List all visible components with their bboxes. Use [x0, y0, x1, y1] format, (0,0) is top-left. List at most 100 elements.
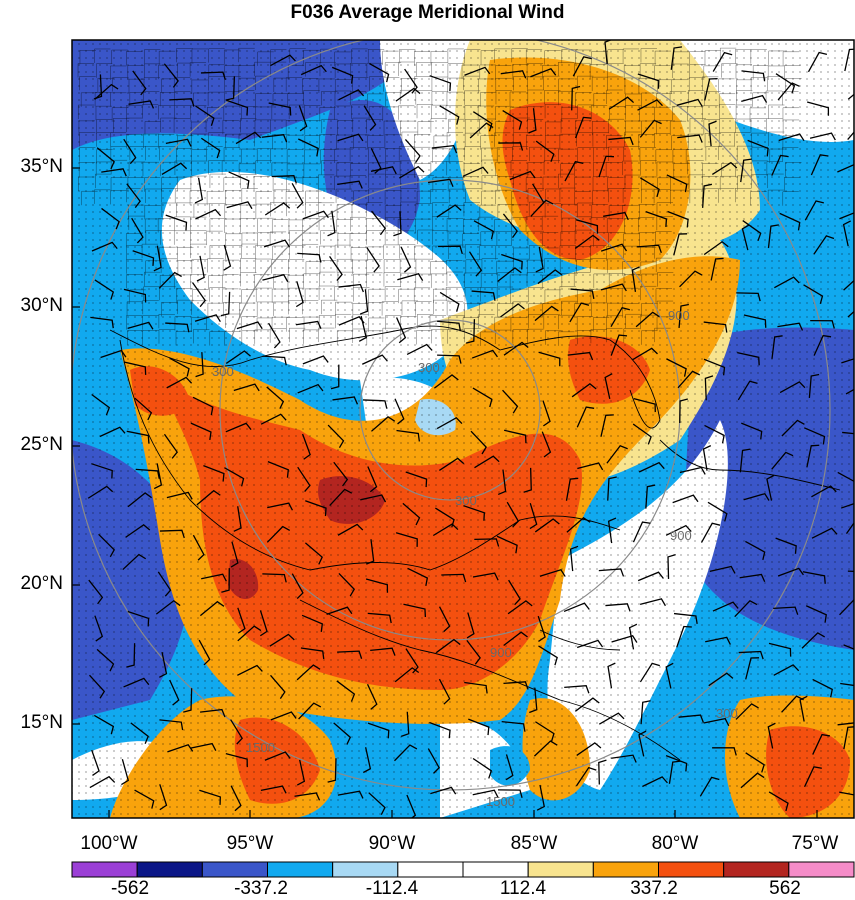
- county-line: [447, 77, 464, 93]
- county-line: [318, 315, 336, 330]
- wind-barb: [358, 315, 367, 342]
- county-line: [224, 91, 241, 106]
- county-line: [238, 65, 255, 80]
- county-line: [735, 118, 752, 134]
- county-line: [542, 232, 559, 247]
- county-line: [465, 259, 482, 274]
- county-line: [702, 105, 719, 120]
- county-line: [208, 76, 225, 91]
- county-line: [209, 245, 226, 260]
- county-line: [368, 288, 385, 304]
- wind-barb: [96, 147, 115, 170]
- county-line: [575, 216, 592, 231]
- wind-barb: [474, 455, 500, 469]
- county-line: [639, 246, 657, 262]
- county-line: [593, 147, 610, 162]
- county-line: [126, 188, 143, 203]
- wind-barb: [600, 283, 627, 292]
- county-line: [415, 90, 432, 105]
- county-line: [704, 50, 721, 65]
- county-line: [77, 63, 95, 78]
- county-line: [766, 161, 783, 176]
- county-line: [224, 218, 241, 233]
- county-line: [399, 49, 416, 64]
- wind-barb: [435, 638, 461, 654]
- county-line: [495, 77, 512, 93]
- county-line: [592, 132, 609, 147]
- wind-barb: [432, 523, 459, 537]
- wind-barb: [369, 63, 390, 83]
- county-line: [303, 273, 320, 288]
- county-line: [335, 313, 352, 329]
- wind-barb: [566, 517, 591, 533]
- county-line: [257, 217, 274, 233]
- county-line: [79, 76, 96, 91]
- county-line: [415, 203, 432, 218]
- county-line: [431, 62, 448, 77]
- county-line: [398, 288, 415, 304]
- county-line: [590, 245, 607, 260]
- wind-barb: [159, 529, 185, 539]
- county-line: [433, 288, 450, 304]
- wind-barb: [668, 760, 681, 784]
- county-line: [189, 62, 207, 77]
- wind-barb: [159, 784, 168, 811]
- wind-barb: [367, 722, 390, 739]
- county-line: [289, 230, 306, 245]
- county-line: [750, 191, 767, 206]
- wind-barb: [91, 241, 118, 252]
- wind-barb: [839, 212, 854, 220]
- county-line: [144, 63, 161, 78]
- wind-barb: [534, 518, 560, 533]
- county-line: [271, 288, 289, 304]
- county-line: [173, 274, 191, 289]
- wind-barb: [704, 424, 725, 444]
- county-line: [385, 173, 402, 189]
- wind-barb: [505, 754, 514, 781]
- colorbar-swatch: [592, 861, 659, 878]
- county-line: [751, 160, 768, 175]
- county-line: [110, 190, 127, 205]
- wind-barb: [237, 664, 263, 676]
- county-line: [321, 118, 338, 134]
- wind-barb: [89, 674, 106, 699]
- colorbar-label: 562: [769, 878, 801, 899]
- county-line: [479, 64, 496, 79]
- county-line: [736, 90, 753, 105]
- county-line: [672, 63, 689, 78]
- county-line: [782, 51, 800, 66]
- wind-barb: [438, 245, 463, 255]
- county-line: [128, 78, 146, 94]
- wind-barb: [223, 244, 232, 271]
- wind-barb: [666, 358, 687, 377]
- county-line: [174, 216, 191, 231]
- contour-label: 900: [670, 528, 692, 543]
- county-line: [190, 175, 207, 191]
- county-line: [607, 177, 624, 192]
- wind-barb: [737, 380, 758, 401]
- county-line: [414, 163, 431, 178]
- wind-barb: [528, 108, 537, 134]
- wind-barb: [679, 270, 703, 288]
- contour-label: 900: [668, 308, 690, 323]
- county-line: [655, 231, 672, 246]
- county-line: [494, 316, 511, 332]
- county-line: [590, 217, 607, 232]
- county-line: [336, 330, 354, 345]
- county-line: [334, 175, 351, 191]
- wind-barb: [541, 431, 552, 458]
- coastlines: [109, 325, 841, 761]
- county-line: [145, 188, 162, 203]
- county-line: [559, 187, 576, 203]
- county-line: [240, 118, 257, 133]
- county-line: [704, 133, 722, 148]
- county-line: [254, 274, 271, 289]
- wind-barb: [577, 462, 604, 471]
- county-line: [223, 147, 241, 162]
- wind-barb: [331, 66, 354, 84]
- county-line: [401, 78, 418, 93]
- wind-barb: [837, 722, 854, 726]
- county-line: [543, 314, 560, 329]
- wind-barb: [267, 502, 294, 511]
- wind-barb: [230, 719, 243, 745]
